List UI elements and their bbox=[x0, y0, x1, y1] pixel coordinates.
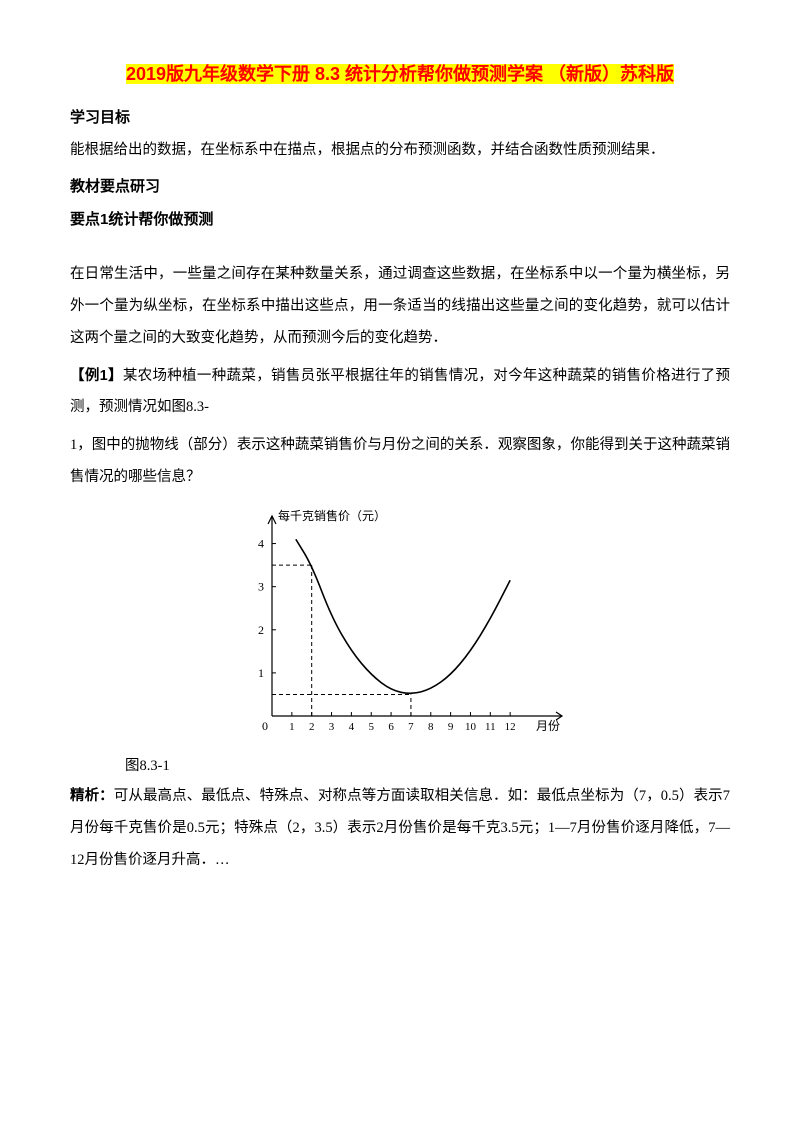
svg-text:10: 10 bbox=[465, 721, 477, 733]
goal-heading: 学习目标 bbox=[70, 106, 730, 127]
figure-label: 图8.3-1 bbox=[125, 754, 730, 775]
svg-text:8: 8 bbox=[428, 721, 434, 733]
svg-text:2: 2 bbox=[309, 721, 315, 733]
svg-text:3: 3 bbox=[258, 580, 264, 594]
example1-p1: 【例1】某农场种植一种蔬菜，销售员张平根据往年的销售情况，对今年这种蔬菜的销售价… bbox=[70, 361, 730, 425]
svg-text:2: 2 bbox=[258, 623, 264, 637]
point1-heading: 要点1统计帮你做预测 bbox=[70, 208, 730, 229]
svg-text:月份: 月份 bbox=[536, 719, 560, 733]
svg-text:6: 6 bbox=[388, 721, 394, 733]
analysis-label: 精析： bbox=[70, 788, 114, 804]
goal-text: 能根据给出的数据，在坐标系中在描点，根据点的分布预测函数，并结合函数性质预测结果… bbox=[70, 135, 730, 167]
svg-text:5: 5 bbox=[368, 721, 374, 733]
svg-text:0: 0 bbox=[262, 719, 268, 733]
svg-text:7: 7 bbox=[408, 721, 414, 733]
example-label: 【例1】 bbox=[70, 368, 123, 384]
example1-p2: 1，图中的抛物线（部分）表示这种蔬菜销售价与月份之间的关系．观察图象，你能得到关… bbox=[70, 430, 730, 494]
svg-text:4: 4 bbox=[349, 721, 355, 733]
chart-container: 每千克销售价（元）月份01234567891011121234 bbox=[70, 504, 730, 744]
analysis-text: 可从最高点、最低点、特殊点、对称点等方面读取相关信息．如：最低点坐标为（7，0.… bbox=[70, 788, 730, 868]
point1-text: 在日常生活中，一些量之间存在某种数量关系，通过调查这些数据，在坐标系中以一个量为… bbox=[70, 259, 730, 355]
svg-text:每千克销售价（元）: 每千克销售价（元） bbox=[278, 508, 386, 523]
example1-text1: 某农场种植一种蔬菜，销售员张平根据往年的销售情况，对今年这种蔬菜的销售价格进行了… bbox=[70, 368, 730, 416]
study-heading: 教材要点研习 bbox=[70, 175, 730, 196]
svg-text:4: 4 bbox=[258, 537, 264, 551]
price-chart: 每千克销售价（元）月份01234567891011121234 bbox=[230, 504, 570, 744]
svg-text:1: 1 bbox=[258, 666, 264, 680]
document-title: 2019版九年级数学下册 8.3 统计分析帮你做预测学案 （新版）苏科版 bbox=[70, 60, 730, 86]
analysis-p: 精析：可从最高点、最低点、特殊点、对称点等方面读取相关信息．如：最低点坐标为（7… bbox=[70, 781, 730, 877]
svg-text:9: 9 bbox=[448, 721, 454, 733]
svg-text:3: 3 bbox=[329, 721, 335, 733]
title-text: 2019版九年级数学下册 8.3 统计分析帮你做预测学案 （新版）苏科版 bbox=[126, 64, 674, 84]
svg-text:1: 1 bbox=[289, 721, 295, 733]
svg-text:11: 11 bbox=[485, 721, 496, 733]
svg-text:12: 12 bbox=[505, 721, 516, 733]
